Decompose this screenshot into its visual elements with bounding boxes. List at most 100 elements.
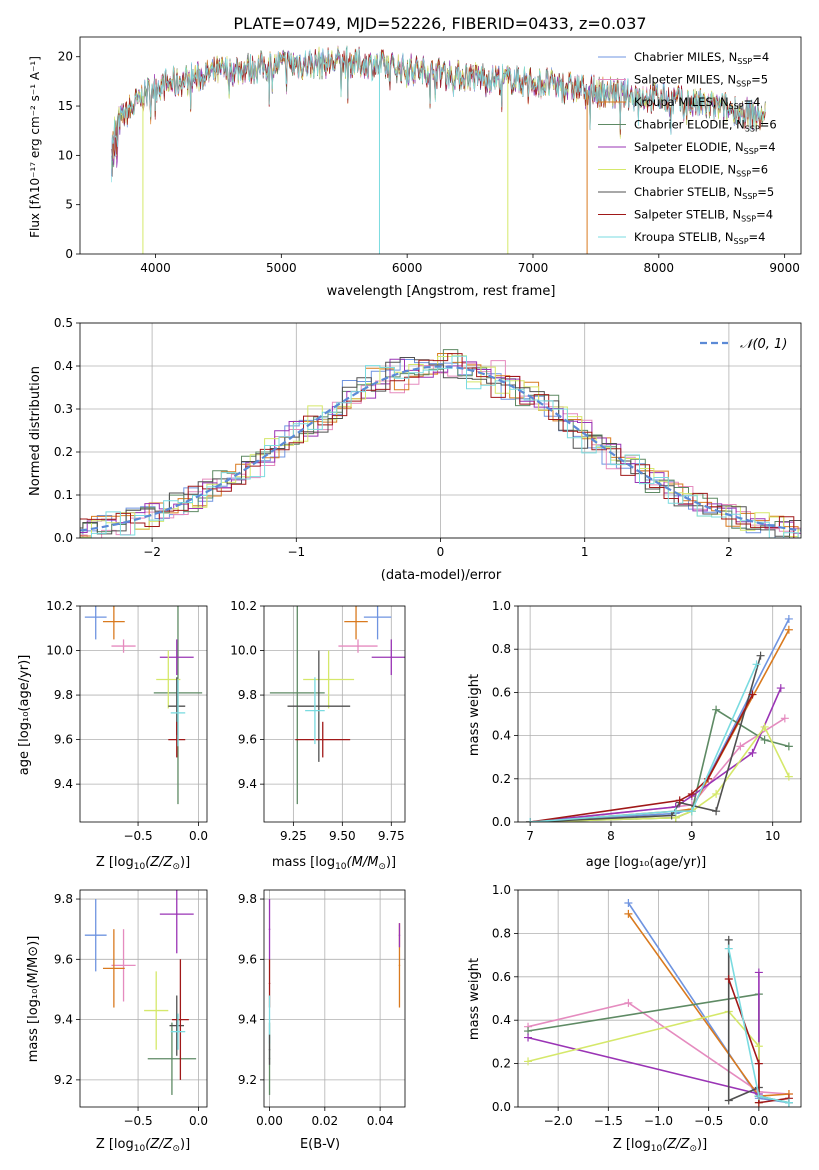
weight-z-xtick-label: 0.0: [749, 1114, 768, 1128]
weight-z-ylabel: mass weight: [467, 958, 482, 1040]
age-mass-point: [314, 709, 316, 712]
mass-ebv-xlabel: E(B-V): [300, 1137, 340, 1152]
mass-z-marks: [84, 890, 197, 1095]
age-z-ytick-label: 10.2: [46, 599, 73, 613]
mass-ebv-point: [268, 1048, 271, 1051]
weight-age-point-marker: [752, 660, 761, 669]
age-z-ytick-label: 9.4: [54, 777, 73, 791]
weight-age-ytick-label: 0.0: [492, 815, 511, 829]
mass-z-frame: [79, 889, 208, 1108]
mass-z-xlabel-main: Z [log: [96, 1137, 134, 1152]
age-z-xlabel-sun: ⊙: [172, 862, 180, 872]
weight-z-xlabel-sun: ⊙: [689, 1144, 697, 1154]
spectrum-legend-label: Kroupa MILES, NSSP=4: [634, 95, 760, 111]
mass-ebv-point: [268, 1018, 271, 1021]
age-mass-ytick-label: 9.4: [238, 777, 257, 791]
spectrum-legend-label-sub: SSP: [744, 147, 759, 156]
age-z-ytick-label: 9.8: [54, 688, 73, 702]
spectrum-xtick-label: 7000: [518, 261, 549, 275]
age-z-xlabel: Z [log10(Z/Z⊙)]: [96, 855, 190, 872]
mass-z-xlabel: Z [log10(Z/Z⊙)]: [96, 1137, 190, 1154]
weight-z-frame: [517, 889, 802, 1108]
residuals-ylabel: Normed distribution: [28, 366, 43, 496]
weight-z-point-marker: [724, 935, 733, 944]
spectrum-ytick-label: 20: [58, 50, 73, 64]
mass-z-point: [113, 967, 115, 970]
residuals-histogram-step: [80, 353, 801, 538]
age-z-point: [113, 620, 115, 623]
age-z-xlabel-end: (Z/Z: [145, 855, 173, 870]
weight-age-series-line: [530, 629, 790, 822]
mass-z-point: [155, 1009, 157, 1012]
age-mass-point: [376, 616, 379, 618]
mass-ebv-frame: [263, 889, 406, 1108]
mass-z-xtick-label: −0.5: [123, 1114, 152, 1128]
weight-z-xlabel-end: (Z/Z: [662, 1137, 690, 1152]
spectrum-legend-label-sub: SSP: [736, 170, 751, 179]
weight-age-point-marker: [776, 684, 785, 693]
weight-age-series-line: [530, 708, 790, 822]
spectrum-legend-label-end: =5: [751, 73, 768, 87]
age-mass-marks: [269, 606, 405, 805]
weight-age-ytick-label: 0.4: [492, 729, 511, 743]
age-mass-xlabel: mass [log10(M/M⊙)]: [272, 855, 396, 872]
age-z-point: [122, 645, 125, 647]
spectrum-plot-area: 4000 5000 6000 7000 8000 9000 0 5 10 15 20 Chabrier…: [58, 36, 802, 275]
weight-z-point-marker: [724, 974, 733, 983]
age-mass-xtick-label: 9.25: [280, 829, 307, 843]
weight-age-plot-area: 7 8 9 10 0.0 0.2 0.4 0.6 0.8 1.0: [492, 599, 802, 843]
spectrum-xtick-label: 9000: [769, 261, 800, 275]
age-z-panel: −0.5 0.09.49.69.810.010.2Z [log10(Z/Z⊙)] …: [17, 599, 208, 872]
weight-age-ytick-label: 0.6: [492, 685, 511, 699]
mass-ebv-marks: [268, 899, 401, 1095]
weight-z-point-marker: [784, 1098, 793, 1107]
mass-ebv-xtick-label: 0.04: [367, 1114, 394, 1128]
spectrum-xtick-label: 5000: [266, 261, 297, 275]
weight-z-point-marker: [754, 968, 763, 977]
age-mass-xlabel-close: )]: [386, 855, 396, 870]
spectrum-legend-label: Kroupa STELIB, NSSP=4: [634, 230, 765, 246]
weight-age-ytick-label: 0.2: [492, 772, 511, 786]
weight-age-point-marker: [712, 807, 721, 816]
spectrum-ylabel: Flux [fλ10⁻¹⁷ erg cm⁻² s⁻¹ A⁻¹]: [28, 56, 42, 238]
mass-z-xtick-label: 0.0: [189, 1114, 208, 1128]
residuals-xtick-label: −1: [287, 545, 305, 559]
residuals-xtick-label: 0: [437, 545, 445, 559]
age-z-point: [177, 712, 179, 714]
mass-z-xlabel-sub: 10: [134, 1144, 146, 1154]
age-z-point: [175, 738, 178, 741]
spectrum-legend-label-end: =4: [744, 95, 761, 109]
mass-z-point: [122, 964, 125, 967]
weight-age-panel: 7 8 9 10 0.0 0.2 0.4 0.6 0.8 1.0 age [log₁₀(age/y…: [467, 599, 802, 870]
mass-z-point: [94, 934, 97, 937]
age-z-xtick-label: −0.5: [123, 829, 152, 843]
weight-z-xtick-label: −0.5: [694, 1114, 723, 1128]
mass-z-ytick-label: 9.2: [54, 1073, 73, 1087]
spectrum-ytick-label: 5: [65, 198, 73, 212]
residuals-histogram-step: [80, 355, 801, 538]
age-z-xlabel-close: )]: [180, 855, 190, 870]
age-z-point: [175, 656, 178, 659]
age-mass-xtick-label: 9.50: [329, 829, 356, 843]
age-mass-point: [296, 692, 299, 694]
spectrum-legend-label-sub: SSP: [742, 192, 757, 201]
spectrum-xlabel: wavelength [Angstrom, rest frame]: [327, 284, 556, 299]
weight-z-ytick-label: 0.8: [492, 926, 511, 940]
residuals-legend-label: 𝒩(0, 1): [740, 337, 787, 352]
spectrum-legend-label-main: Salpeter STELIB, N: [634, 208, 741, 222]
mass-ebv-xtick-label: 0.00: [256, 1114, 283, 1128]
mass-ebv-point: [398, 964, 401, 967]
mass-ebv-ytick-label: 9.2: [238, 1073, 257, 1087]
weight-age-point-marker: [756, 651, 765, 660]
weight-age-point-marker: [736, 742, 745, 751]
spectrum-ytick-label: 0: [65, 247, 73, 261]
age-mass-xlabel-sub: 10: [335, 862, 347, 872]
weight-age-point-marker: [760, 722, 769, 731]
spectrum-legend-label-sub: SSP: [745, 125, 760, 134]
age-mass-point: [357, 645, 359, 647]
age-mass-ytick-label: 9.8: [238, 688, 257, 702]
weight-age-point-marker: [784, 625, 793, 634]
weight-age-point-marker: [712, 789, 721, 798]
spectrum-legend-label-main: Salpeter MILES, N: [634, 73, 736, 87]
mass-z-point: [179, 1018, 182, 1021]
